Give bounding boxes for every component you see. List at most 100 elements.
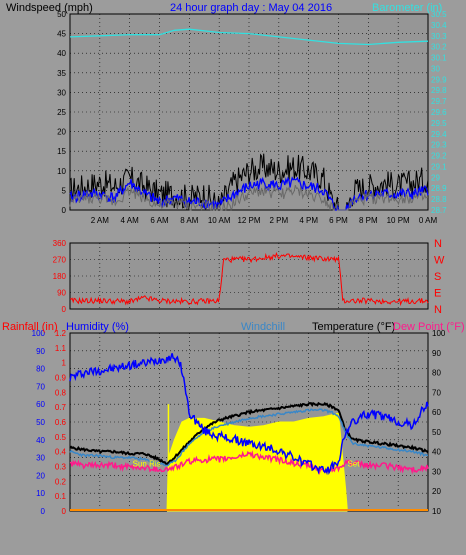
avg-series-line: [69, 184, 428, 211]
direction-y-tick-label: 90: [57, 289, 66, 298]
humidity-y-tick-label: 70: [36, 382, 45, 391]
temp-y-tick-label: 80: [432, 369, 441, 378]
direction-y-tick-label: 360: [53, 239, 67, 248]
chart-marks: [69, 28, 429, 512]
axis-ticks: 0510152025303540455028.728.828.92929.129…: [32, 10, 447, 516]
x-tick-label: 0 AM: [419, 216, 438, 225]
x-tick-label: 10 AM: [208, 216, 231, 225]
barometer-y-tick-label: 30: [431, 64, 440, 73]
humidity-y-tick-label: 20: [36, 471, 45, 480]
chart-title: 24 hour graph day : May 04 2016: [170, 2, 332, 14]
direction-y-tick-label: 180: [53, 272, 67, 281]
x-tick-label: 2 PM: [269, 216, 288, 225]
humidity-y-tick-label: 60: [36, 400, 45, 409]
wind-y-tick-label: 45: [57, 30, 66, 39]
humidity-y-tick-label: 50: [36, 418, 45, 427]
temp-y-tick-label: 50: [432, 428, 441, 437]
x-tick-label: 4 PM: [299, 216, 318, 225]
humidity-y-tick-label: 90: [36, 347, 45, 356]
x-tick-label: 8 AM: [180, 216, 199, 225]
dewpoint-label: Dew Point (°F): [393, 321, 465, 333]
solar-area: [166, 412, 348, 512]
wind-y-tick-label: 25: [57, 108, 66, 117]
barometer-y-tick-label: 29.8: [431, 86, 447, 95]
rain-y-tick-label: 0.7: [55, 403, 67, 412]
x-tick-label: 8 PM: [359, 216, 378, 225]
rain-y-tick-label: 0.6: [55, 418, 67, 427]
temp-y-tick-label: 70: [432, 388, 441, 397]
rain-y-tick-label: 0: [62, 507, 67, 516]
barometer-y-tick-label: 29.9: [431, 75, 447, 84]
wind-y-tick-label: 0: [62, 206, 67, 215]
barometer-y-tick-label: 30.3: [431, 32, 447, 41]
dewpoint-series-line: [69, 450, 429, 475]
barometer-y-tick-label: 30.2: [431, 43, 447, 52]
compass-label: N: [434, 238, 442, 250]
wind-y-tick-label: 10: [57, 167, 66, 176]
barometer-y-tick-label: 30.4: [431, 21, 447, 30]
humidity-y-tick-label: 10: [36, 489, 45, 498]
wind-y-tick-label: 40: [57, 49, 66, 58]
temp-y-tick-label: 20: [432, 487, 441, 496]
humidity-y-tick-label: 0: [41, 507, 46, 516]
wind-grid: [70, 14, 428, 210]
compass-label: N: [434, 304, 442, 316]
x-tick-label: 2 AM: [91, 216, 110, 225]
barometer-y-tick-label: 28.7: [431, 206, 447, 215]
compass-label: W: [434, 255, 445, 267]
x-tick-label: 6 AM: [150, 216, 169, 225]
rain-y-tick-label: 0.1: [55, 492, 67, 501]
barometer-y-tick-label: 28.9: [431, 184, 447, 193]
humidity-y-tick-label: 30: [36, 454, 45, 463]
windspeed-label: Windspeed (mph): [6, 2, 93, 14]
windchill-series-line: [69, 408, 429, 467]
gust-series-line: [69, 153, 429, 211]
humidity-series-line: [69, 353, 429, 476]
barometer-y-tick-label: 29.2: [431, 152, 447, 161]
humidity-y-tick-label: 40: [36, 436, 45, 445]
x-tick-label: 12 PM: [237, 216, 260, 225]
humidity-y-tick-label: 100: [32, 329, 46, 338]
temperature-label: Temperature (°F): [312, 321, 395, 333]
x-tick-label: 6 PM: [329, 216, 348, 225]
humidity-label: Humidity (%): [66, 321, 129, 333]
barometer-y-tick-label: 29.1: [431, 162, 447, 171]
barometer-label: Barometer (in): [372, 2, 442, 14]
barometer-y-tick-label: 29.6: [431, 108, 447, 117]
barometer-y-tick-label: 29: [431, 173, 440, 182]
barometer-y-tick-label: 29.5: [431, 119, 447, 128]
wind-y-tick-label: 50: [57, 10, 66, 19]
direction-series-line: [69, 251, 429, 307]
barometer-y-tick-label: 29.7: [431, 97, 447, 106]
wind-y-tick-label: 5: [62, 186, 67, 195]
humidity-y-tick-label: 80: [36, 365, 45, 374]
direction-y-tick-label: 0: [62, 305, 67, 314]
direction-y-tick-label: 270: [53, 256, 67, 265]
rain-y-tick-label: 1: [62, 359, 67, 368]
rainfall-label: Rainfall (in): [2, 321, 58, 333]
rain-y-tick-label: 0.4: [55, 448, 67, 457]
rain-y-tick-label: 0.9: [55, 374, 67, 383]
barometer-y-tick-label: 30.5: [431, 10, 447, 19]
barometer-y-tick-label: 28.8: [431, 195, 447, 204]
sunrise-label: Sun Ris: [133, 460, 161, 469]
temperature-series-line: [69, 401, 429, 466]
x-tick-label: 10 PM: [387, 216, 410, 225]
rain-y-tick-label: 0.2: [55, 477, 67, 486]
sunset-label: Set: [347, 460, 360, 469]
rain-y-tick-label: 0.5: [55, 433, 67, 442]
wind-y-tick-label: 20: [57, 128, 66, 137]
wind-y-tick-label: 15: [57, 147, 66, 156]
compass-label: E: [434, 288, 441, 300]
compass-label: S: [434, 271, 441, 283]
direction-grid: [70, 243, 428, 309]
temp-y-tick-label: 40: [432, 448, 441, 457]
temp-y-tick-label: 10: [432, 507, 441, 516]
barometer-y-tick-label: 30.1: [431, 54, 447, 63]
barometer-series-line: [69, 28, 429, 46]
barometer-y-tick-label: 29.3: [431, 141, 447, 150]
temp-y-tick-label: 100: [432, 329, 446, 338]
temp-y-tick-label: 90: [432, 349, 441, 358]
rain-y-tick-label: 1.1: [55, 344, 67, 353]
